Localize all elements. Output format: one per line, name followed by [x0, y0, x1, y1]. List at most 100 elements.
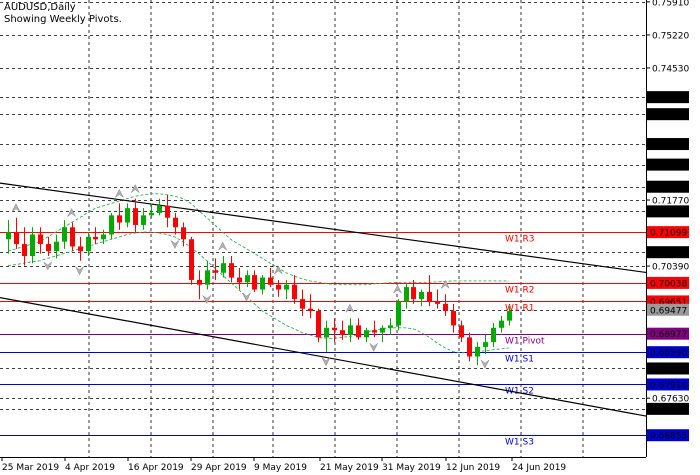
price-label-1: 0.75220 — [652, 31, 689, 41]
candle-55 — [443, 294, 448, 316]
candle-body — [276, 284, 281, 290]
candle-body — [332, 327, 337, 331]
candle-body — [70, 227, 75, 247]
fractal-down-3 — [75, 266, 84, 276]
price-label-4: 0.73564 — [650, 111, 687, 121]
candle-body — [324, 327, 329, 338]
candle-33 — [268, 267, 273, 288]
candle-body — [308, 308, 313, 312]
candle-body — [133, 208, 138, 225]
candle-body — [435, 301, 440, 304]
candle-22 — [181, 222, 186, 247]
candle-29 — [237, 267, 242, 290]
candle-10 — [86, 232, 91, 257]
candle-48 — [388, 318, 393, 335]
fractal-up-4 — [115, 188, 124, 198]
candle-body — [404, 287, 409, 302]
candle-body — [117, 215, 122, 223]
subtitle-label: Showing Weekly Pivots. — [4, 14, 122, 25]
fractal-down-11 — [321, 357, 331, 367]
candle-body — [213, 270, 218, 273]
candle-body — [364, 330, 369, 338]
candle-47 — [380, 325, 385, 343]
time-label-6: 31 May 2019 — [382, 463, 441, 473]
candle-32 — [260, 275, 265, 295]
price-axis[interactable]: 0.75910 0.75220 0.74530 0.73920 0.73564 0.729… — [646, 0, 689, 442]
price-label-17: 0.68590 — [650, 349, 687, 359]
channel-line-1 — [0, 297, 647, 417]
price-label-16: 0.68977 — [650, 330, 687, 340]
price-label-18: 0.68250 — [650, 365, 687, 375]
candle-body — [149, 212, 154, 216]
fractal-up-10 — [274, 265, 283, 275]
candle-body — [380, 327, 385, 333]
pivot-label-4: W1 S1 — [505, 355, 534, 365]
time-label-1: 4 Apr 2019 — [65, 463, 115, 473]
price-box-3 — [647, 91, 689, 104]
candle-61 — [491, 323, 496, 347]
candle-body — [396, 301, 401, 326]
candle-14 — [117, 203, 122, 230]
candle-body — [205, 270, 210, 285]
candle-50 — [404, 283, 409, 309]
price-box-9 — [647, 205, 689, 218]
price-label-22: 0.66855 — [650, 432, 687, 442]
candles — [6, 194, 512, 366]
candle-body — [268, 277, 273, 285]
time-label-3: 29 Apr 2019 — [191, 463, 247, 473]
candle-44 — [356, 318, 361, 340]
candle-body — [6, 232, 11, 240]
price-label-5: 0.72940 — [650, 141, 687, 151]
price-box-7 — [647, 180, 689, 193]
price-label-0: 0.75910 — [652, 0, 689, 8]
price-label-9: 0.71533 — [650, 208, 687, 218]
candle-body — [109, 215, 114, 235]
pivot-label-0: W1 R3 — [505, 235, 534, 245]
candle-37 — [300, 289, 305, 316]
price-box-17 — [647, 346, 689, 359]
price-label-6: 0.72510 — [650, 161, 687, 171]
candle-18 — [149, 203, 154, 218]
candle-body — [125, 208, 130, 223]
candle-13 — [109, 212, 114, 240]
candle-17 — [141, 208, 146, 230]
candle-9 — [78, 236, 83, 261]
candle-62 — [499, 315, 504, 333]
fractal-down-6 — [170, 240, 180, 250]
candle-31 — [252, 270, 257, 292]
candle-21 — [173, 212, 178, 235]
fractal-down-16 — [480, 359, 490, 369]
candle-body — [372, 330, 377, 333]
candle-1 — [14, 217, 19, 249]
candle-12 — [101, 229, 106, 245]
price-label-15: 0.69477 — [650, 306, 687, 316]
price-label-21: 0.67406 — [650, 405, 687, 415]
candle-body — [443, 303, 448, 312]
candle-26 — [213, 258, 218, 280]
candle-body — [300, 299, 305, 309]
price-label-12: 0.70390 — [652, 263, 689, 273]
time-axis[interactable]: 25 Mar 2019 4 Apr 2019 16 Apr 2019 29 Apr 2… — [1, 457, 566, 473]
price-label-3: 0.73920 — [650, 94, 687, 104]
candle-40 — [324, 320, 329, 352]
price-label-8: 0.71770 — [652, 197, 689, 207]
price-box-18 — [647, 362, 689, 375]
candle-body — [86, 236, 91, 252]
price-box-10 — [647, 226, 689, 239]
channel-line-0 — [0, 182, 647, 274]
price-label-19: 0.67916 — [650, 381, 687, 391]
candle-body — [30, 234, 35, 257]
price-box-22 — [647, 429, 689, 442]
envelope-bands — [7, 193, 509, 354]
candle-body — [229, 263, 234, 278]
candle-body — [197, 279, 202, 285]
candle-body — [245, 275, 250, 283]
candle-body — [22, 244, 27, 257]
candle-body — [475, 346, 480, 357]
fractal-up-14 — [393, 284, 402, 294]
candle-body — [78, 246, 83, 252]
price-box-11 — [647, 246, 689, 259]
candle-body — [499, 320, 504, 328]
price-box-16 — [647, 327, 689, 340]
